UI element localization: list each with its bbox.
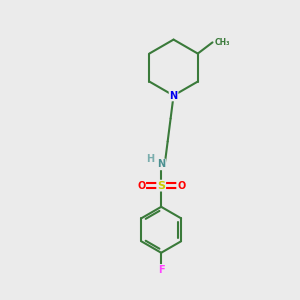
Text: F: F bbox=[158, 265, 164, 275]
Text: CH₃: CH₃ bbox=[215, 38, 230, 47]
Text: S: S bbox=[157, 181, 165, 190]
Text: N: N bbox=[169, 91, 178, 100]
Text: N: N bbox=[157, 159, 165, 170]
Text: O: O bbox=[177, 181, 185, 190]
Text: H: H bbox=[146, 154, 154, 164]
Text: O: O bbox=[137, 181, 145, 190]
